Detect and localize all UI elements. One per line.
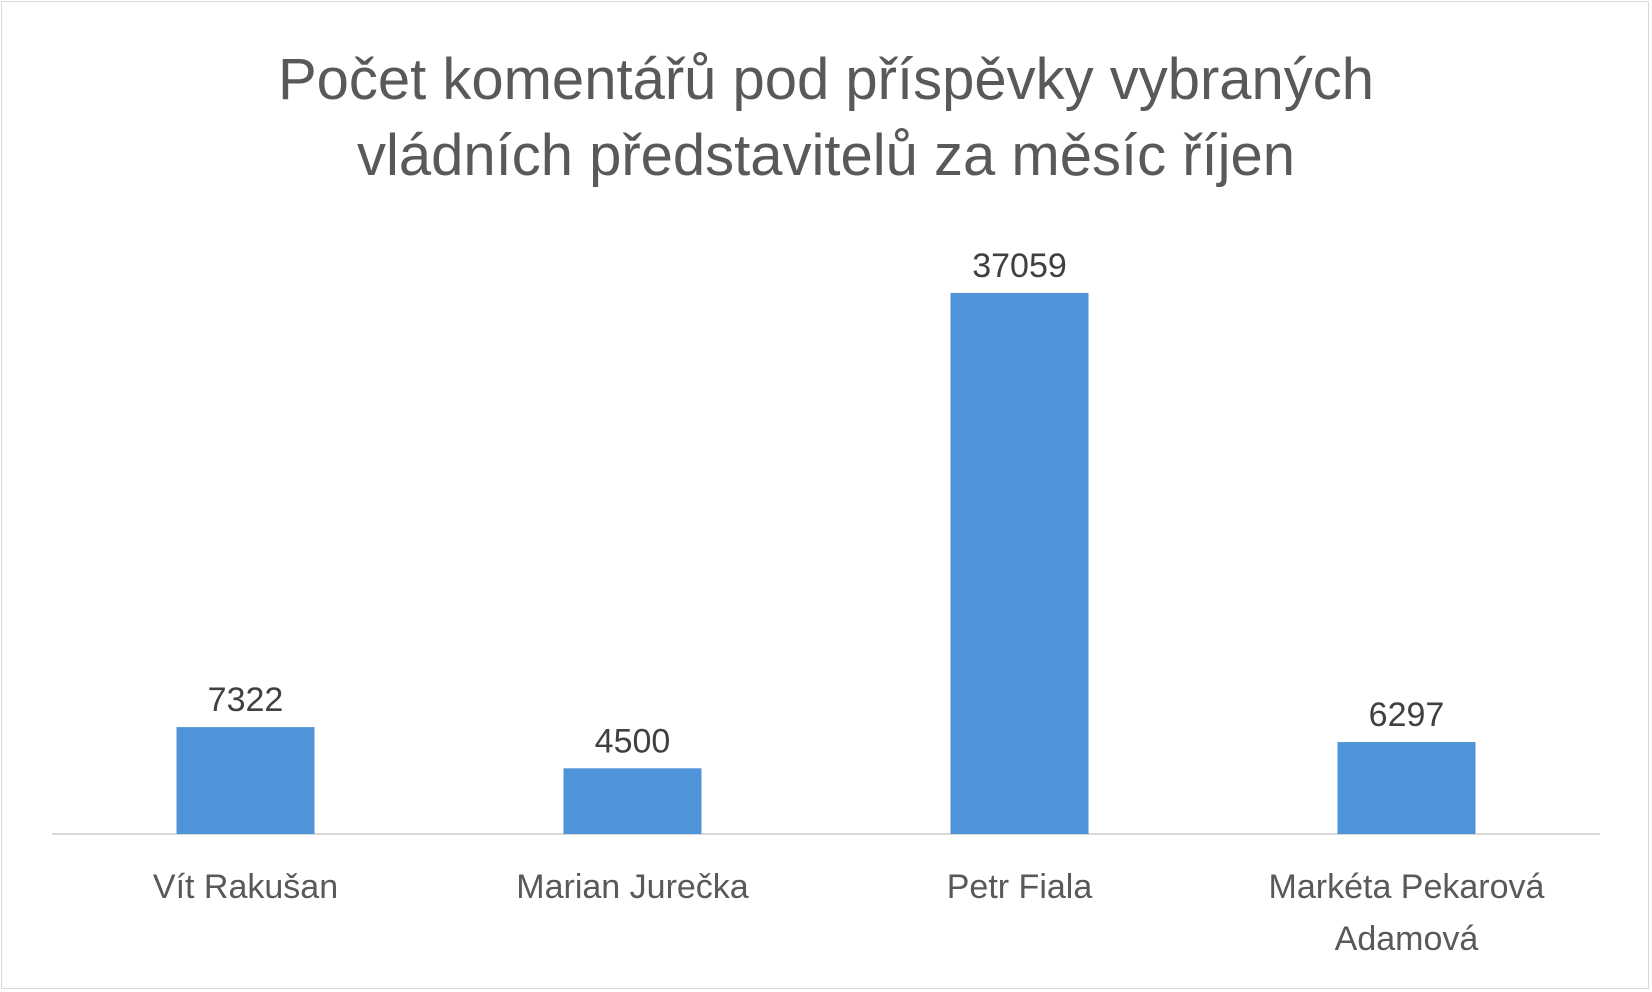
bar	[176, 727, 315, 834]
category-label: Adamová	[1335, 920, 1479, 958]
bar	[1337, 742, 1476, 834]
data-label: 7322	[208, 681, 284, 719]
chart-title-line-1: Počet komentářů pod příspěvky vybraných	[277, 47, 1375, 112]
category-label: Marian Jurečka	[516, 868, 749, 906]
bar	[563, 768, 702, 834]
chart-title: Počet komentářů pod příspěvky vybraných …	[2, 42, 1650, 194]
data-label: 6297	[1369, 696, 1445, 734]
category-label: Petr Fiala	[947, 868, 1093, 906]
bar	[950, 292, 1089, 834]
data-label: 37059	[972, 247, 1067, 285]
category-label: Markéta Pekarová	[1269, 868, 1545, 906]
data-label: 4500	[595, 722, 671, 760]
category-label: Vít Rakušan	[153, 868, 338, 906]
chart-title-line-2: vládních představitelů za měsíc říjen	[356, 123, 1296, 188]
